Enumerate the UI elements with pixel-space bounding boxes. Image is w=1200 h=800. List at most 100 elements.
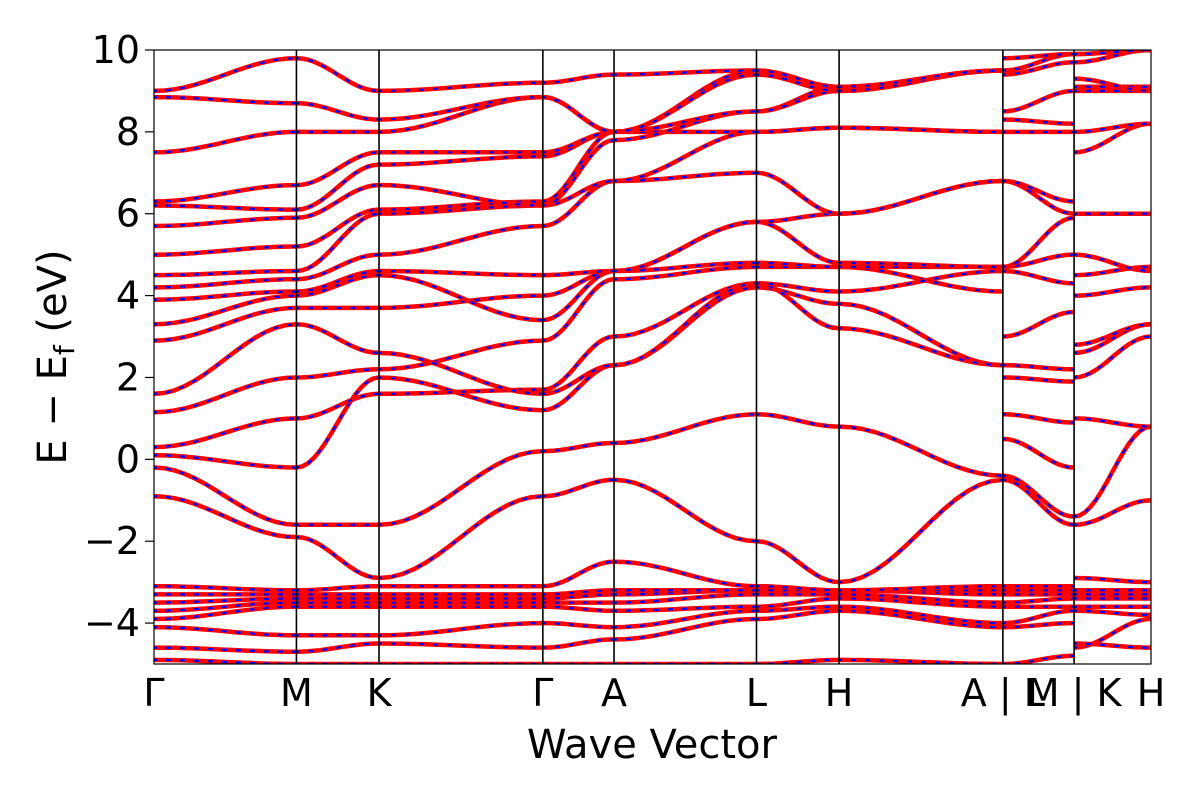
band-line-dashed [839, 605, 1003, 625]
band-line-dashed [296, 212, 380, 273]
band-line [1002, 268, 1075, 286]
band-line [1002, 608, 1075, 626]
band-line-dashed [542, 179, 615, 207]
band-line-dashed [154, 658, 297, 664]
y-tick-label: −4 [84, 601, 140, 645]
band-line [1002, 375, 1075, 384]
band-line-dashed [542, 269, 615, 297]
band-line-dashed [296, 536, 380, 580]
band-line [542, 268, 615, 278]
x-tick-label: L [746, 671, 767, 715]
band-line-dashed [378, 204, 543, 215]
band-line-dashed [756, 89, 840, 113]
band-line [1002, 309, 1075, 339]
band-line-dashed [613, 110, 757, 133]
band-line-dashed [1074, 417, 1151, 428]
y-tick-label: 8 [116, 110, 140, 154]
band-line-dashed [613, 171, 757, 183]
band-line-dashed [378, 224, 543, 256]
band-line-dashed [296, 253, 380, 281]
band-line-dashed [379, 388, 543, 395]
band-line-dashed [542, 278, 615, 342]
band-line-dashed [839, 609, 1003, 629]
band-line-dashed [613, 617, 757, 641]
band-line-dashed [378, 269, 543, 277]
band-line-dashed [378, 450, 543, 526]
x-tick-label: M | K [1027, 671, 1123, 716]
band-line-dashed [154, 130, 297, 154]
band-line-dashed [296, 102, 380, 121]
band-line-dashed [756, 73, 840, 92]
band-line-dashed [154, 454, 297, 469]
band-line-dashed [296, 163, 380, 211]
band-line-dashed [296, 642, 380, 653]
band-line-dashed [613, 282, 757, 367]
band-line [1002, 412, 1075, 425]
band-line [154, 322, 297, 397]
band-line-dashed [296, 323, 380, 354]
band-line [542, 637, 615, 650]
band-line-dashed [378, 155, 543, 166]
band-line-dashed [154, 597, 297, 604]
band-line-dashed [756, 609, 840, 621]
bands-layer [154, 50, 1151, 664]
band-line-dashed [613, 605, 757, 612]
band-line-dashed [839, 658, 1003, 664]
band-line-dashed [839, 69, 1003, 88]
band-line-dashed [296, 184, 380, 219]
band-line-dashed [542, 130, 615, 154]
band-line-dashed [154, 417, 297, 449]
band-line-dashed [1074, 122, 1151, 133]
band-line-dashed [1074, 265, 1151, 277]
band-line [542, 604, 615, 614]
band-line-dashed [542, 130, 615, 158]
band-line-dashed [542, 269, 615, 322]
band-line-dashed [296, 208, 380, 248]
band-line-dashed [154, 601, 297, 612]
band-line-dashed [839, 593, 1003, 604]
band-line-dashed [1073, 425, 1151, 518]
band-line-dashed [1074, 50, 1151, 56]
y-axis-title-subscript: f [48, 344, 81, 355]
band-line-dashed [756, 282, 840, 293]
band-line-dashed [378, 200, 543, 211]
band-line-dashed [296, 392, 380, 420]
band-line-dashed [839, 269, 1003, 293]
band-line [1002, 362, 1075, 372]
band-line-dashed [756, 69, 840, 88]
band-line-dashed [154, 96, 297, 105]
band-line-dashed [839, 585, 1003, 592]
band-line-dashed [154, 646, 297, 653]
band-line-dashed [838, 478, 1004, 584]
band-line-dashed [378, 339, 543, 371]
band-line-dashed [839, 425, 1003, 477]
y-axis: −4 −2 0 2 4 6 8 10 [84, 28, 154, 645]
band-line-dashed [154, 269, 297, 277]
band-line [1002, 88, 1075, 114]
band-line-dashed [839, 302, 1003, 367]
band-line-dashed [1074, 335, 1151, 379]
high-symmetry-lines [295, 50, 1075, 664]
band-line [154, 375, 297, 415]
band-line-dashed [613, 265, 757, 281]
band-line [613, 412, 757, 446]
band-line [613, 477, 757, 544]
band-line-dashed [1002, 478, 1075, 526]
band-line-dashed [154, 278, 297, 289]
band-line [1002, 117, 1075, 126]
band-line-dashed [154, 216, 297, 228]
band-line [542, 620, 615, 630]
band-line-dashed [296, 57, 380, 92]
band-line-dashed [154, 290, 297, 301]
band-line [542, 72, 615, 85]
band-line-dashed [1074, 50, 1151, 64]
y-tick-label: 4 [116, 274, 140, 318]
band-line-dashed [756, 540, 840, 584]
band-line [154, 465, 297, 528]
x-tick-label: K [367, 671, 393, 715]
band-line-dashed [296, 368, 380, 379]
x-axis: Γ M K Γ A L H A | LM | K H [143, 671, 1165, 716]
band-line-dashed [296, 376, 380, 469]
y-tick-label: 6 [116, 192, 140, 236]
y-tick-label: 0 [116, 437, 140, 481]
